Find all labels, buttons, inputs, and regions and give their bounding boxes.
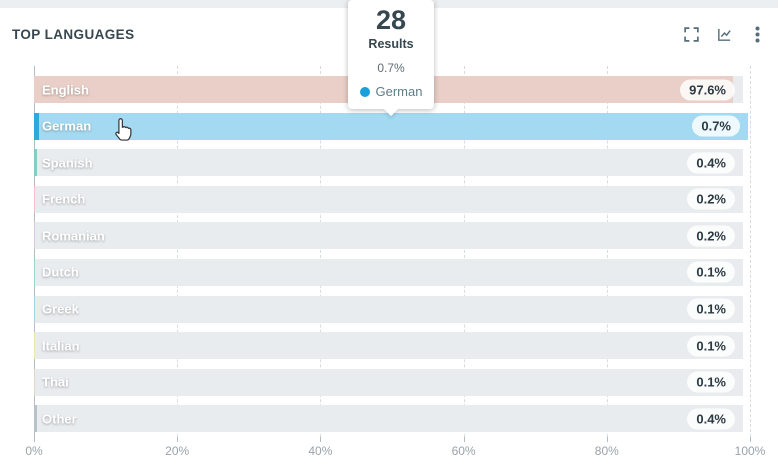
bar-label: German <box>42 118 92 134</box>
bar-row-french[interactable]: French 0.2% <box>34 185 743 213</box>
bar-french <box>34 185 36 213</box>
bar-label: Spanish <box>42 155 93 171</box>
value-badge: 0.1% <box>687 371 735 393</box>
value-badge: 0.7% <box>692 115 740 137</box>
bar-label: English <box>42 82 89 97</box>
bar-row-other[interactable]: Other 0.4% <box>34 405 743 433</box>
bar-chart-plot-area: English 97.6% German 0.7% Spanish 0.4% F… <box>25 66 765 458</box>
bar-spanish <box>34 149 37 177</box>
widget-header: TOP LANGUAGES <box>0 8 778 60</box>
widget-title: TOP LANGUAGES <box>12 26 135 42</box>
bar-row-spanish[interactable]: Spanish 0.4% <box>34 149 743 177</box>
value-badge: 0.1% <box>687 298 735 320</box>
bar-romanian <box>34 222 36 250</box>
x-axis-tick-label: 0% <box>25 444 43 458</box>
value-badge: 0.2% <box>687 188 735 210</box>
gridline-20 <box>177 66 179 437</box>
bar-row-german[interactable]: German 0.7% <box>34 112 748 140</box>
y-axis-line <box>34 66 35 442</box>
tooltip-value: 0.7% <box>377 61 405 76</box>
value-badge: 0.4% <box>687 152 735 174</box>
bar-label: French <box>42 191 86 207</box>
header-actions <box>682 25 766 43</box>
x-axis-tick-label: 20% <box>165 444 190 458</box>
kebab-menu-icon[interactable] <box>748 25 766 43</box>
bar-label: Dutch <box>42 264 79 280</box>
line-chart-icon[interactable] <box>715 25 733 43</box>
tooltip-series-name: German <box>375 84 423 100</box>
bar-label: Thai <box>42 374 69 390</box>
value-badge: 97.6% <box>680 79 735 100</box>
x-axis-tick-label: 100% <box>734 444 766 458</box>
bar-row-italian[interactable]: Italian 0.1% <box>34 332 743 360</box>
bar-row-greek[interactable]: Greek 0.1% <box>34 295 743 323</box>
bar-other <box>34 405 37 433</box>
gridline-80 <box>606 66 608 437</box>
gridline-100 <box>750 66 751 437</box>
chart-tooltip: 28 Results 0.7% German <box>348 0 434 110</box>
bar-row-dutch[interactable]: Dutch 0.1% <box>34 258 743 286</box>
tooltip-count-label: Results <box>368 37 414 52</box>
bar-german <box>34 112 39 140</box>
bar-italian <box>34 332 35 360</box>
tooltip-series: German <box>352 84 430 99</box>
value-badge: 0.4% <box>687 408 735 430</box>
x-axis-tick-label: 40% <box>308 444 333 458</box>
bar-row-thai[interactable]: Thai 0.1% <box>34 368 743 396</box>
tooltip-count: 28 <box>375 5 407 35</box>
value-badge: 0.2% <box>687 225 735 247</box>
x-axis-tick-label: 80% <box>594 444 619 458</box>
bar-greek <box>34 295 35 323</box>
bar-thai <box>34 368 35 396</box>
bar-label: Other <box>42 411 77 427</box>
bar-row-romanian[interactable]: Romanian 0.2% <box>34 222 743 250</box>
series-dot-icon <box>359 86 370 97</box>
gridline-40 <box>320 66 322 437</box>
value-badge: 0.1% <box>687 335 735 357</box>
bar-label: Greek <box>42 301 79 317</box>
fullscreen-icon[interactable] <box>682 25 700 43</box>
x-axis-tick-label: 60% <box>451 444 476 458</box>
value-badge: 0.1% <box>687 261 735 283</box>
gridline-60 <box>463 66 465 437</box>
bar-rows: English 97.6% German 0.7% Spanish 0.4% F… <box>34 76 750 442</box>
bar-label: Romanian <box>42 228 105 244</box>
bar-label: Italian <box>42 338 80 354</box>
bar-dutch <box>34 258 35 286</box>
